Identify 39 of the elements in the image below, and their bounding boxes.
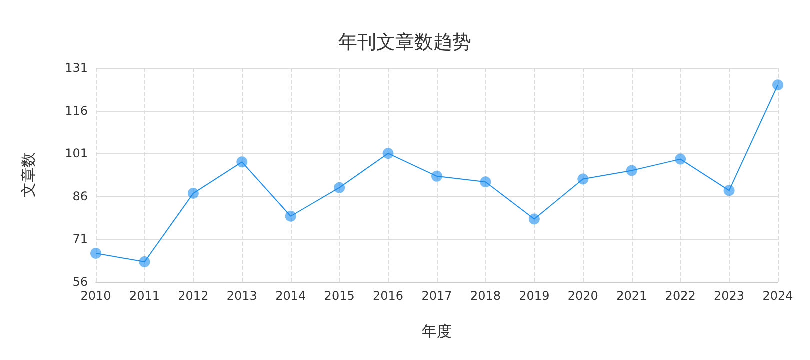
point <box>382 148 394 160</box>
chart-title: 年刊文章数趋势 <box>338 32 472 54</box>
x-tick-label: 2014 <box>276 289 306 303</box>
point <box>528 214 540 225</box>
point <box>139 256 150 268</box>
point <box>480 176 492 188</box>
x-tick-label: 2017 <box>422 289 452 303</box>
y-tick-label: 101 <box>65 146 88 161</box>
x-tick-label: 2011 <box>129 289 160 303</box>
x-tick-label: 2013 <box>226 289 258 303</box>
x-tick-label: 2010 <box>80 289 112 303</box>
x-tick-label: 2012 <box>178 289 209 303</box>
x-tick-label: 2024 <box>762 289 794 303</box>
point <box>675 154 686 165</box>
point <box>724 185 735 196</box>
point <box>236 156 248 168</box>
point <box>432 170 442 182</box>
y-tick-label: 71 <box>72 232 88 246</box>
point <box>188 188 199 200</box>
point <box>334 182 346 194</box>
point <box>285 210 296 222</box>
x-tick-label: 2022 <box>665 289 696 303</box>
point <box>578 174 589 185</box>
y-tick-label: 56 <box>72 275 88 289</box>
x-tick-label: 2016 <box>373 289 404 303</box>
point <box>626 165 638 176</box>
point <box>90 248 102 259</box>
point <box>772 80 784 91</box>
x-tick-label: 2015 <box>324 289 355 303</box>
y-tick-label: 131 <box>65 61 88 75</box>
y-axis-title: 文章数 <box>20 152 38 198</box>
x-axis-title: 年度 <box>422 322 452 340</box>
y-tick-label: 116 <box>65 104 88 118</box>
x-tick-label: 2021 <box>616 289 648 303</box>
x-tick-label: 2018 <box>470 289 501 303</box>
y-tick-label: 86 <box>72 189 88 204</box>
x-tick-label: 2020 <box>568 289 598 303</box>
x-tick-label: 2019 <box>519 289 550 303</box>
x-tick-label: 2023 <box>714 289 745 303</box>
